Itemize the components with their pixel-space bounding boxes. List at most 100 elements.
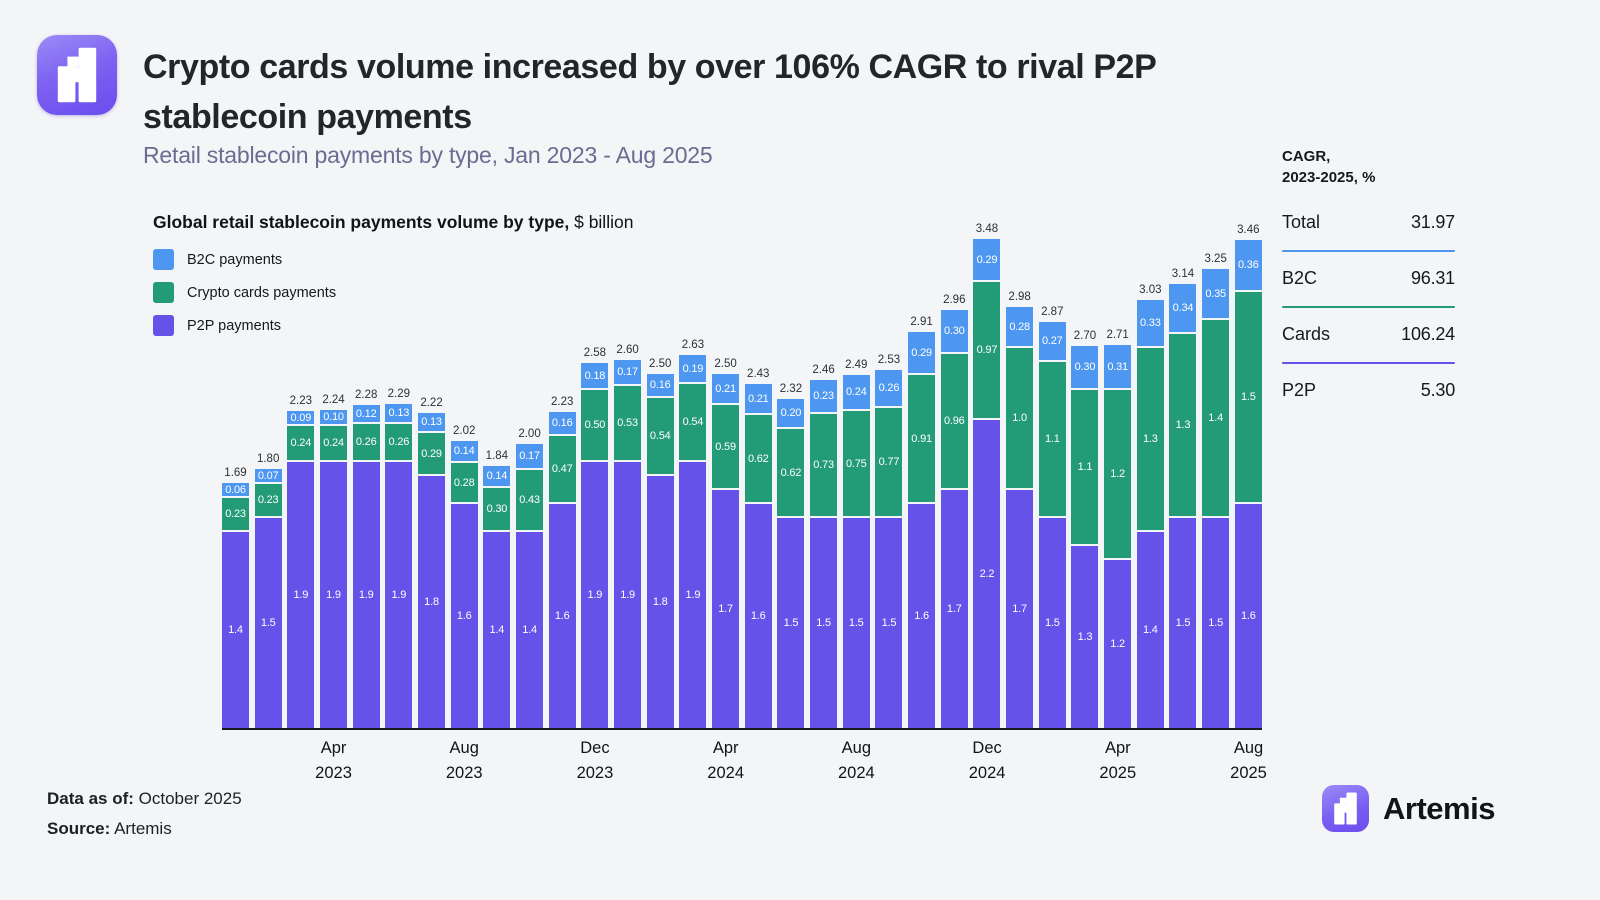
segment-value-label: 0.23	[257, 494, 279, 506]
stacked-bar-sep-2023: 1.84 0.14 0.30 1.4	[483, 450, 511, 728]
legend-item-b2c: B2C payments	[153, 243, 336, 276]
stacked-bar-oct-2024: 2.91 0.29 0.91 1.6	[908, 316, 936, 728]
segment-value-label: 1.3	[1175, 419, 1191, 431]
segment-b2c: 0.29	[973, 239, 1001, 280]
bar-total-label: 2.49	[845, 359, 868, 371]
segment-b2c: 0.23	[810, 380, 838, 412]
segment-crypto: 0.23	[254, 484, 282, 516]
artemis-footer-logo-icon	[1322, 785, 1369, 832]
stacked-bar-jul-2023: 2.22 0.13 0.29 1.8	[418, 397, 446, 728]
bar-total-label: 2.58	[583, 347, 607, 359]
segment-crypto: 0.50	[581, 390, 609, 460]
segment-crypto: 1.4	[1202, 320, 1230, 516]
plot-area: 1.69 0.06 0.23 1.4 1.80 0.07 0.23 1.5 2.23 0.09 0.…	[222, 160, 1262, 728]
cagr-separator-cards	[1282, 306, 1455, 308]
segment-value-label: 1.2	[1110, 468, 1125, 480]
stacked-bar-sep-2024: 2.53 0.26 0.77 1.5	[875, 354, 903, 728]
segment-p2p: 1.5	[777, 518, 805, 728]
stacked-bar-may-2023: 2.28 0.12 0.26 1.9	[352, 389, 380, 728]
segment-value-label: 0.13	[421, 416, 442, 428]
segment-b2c: 0.13	[385, 404, 413, 422]
x-tick-aug-2024: Aug 2024	[838, 739, 875, 782]
segment-value-label: 1.4	[1208, 412, 1223, 424]
segment-crypto: 1.1	[1038, 362, 1066, 516]
segment-p2p: 1.8	[646, 476, 674, 728]
segment-b2c: 0.30	[940, 310, 968, 352]
segment-b2c: 0.31	[1104, 345, 1132, 388]
cagr-panel: CAGR, 2023-2025, % Total 31.97 B2C 96.31…	[1282, 146, 1455, 401]
segment-value-label: 0.10	[323, 411, 344, 423]
bar-total-label: 2.71	[1106, 329, 1129, 341]
segment-value-label: 0.75	[845, 457, 867, 470]
segment-p2p: 1.6	[908, 504, 936, 728]
segment-value-label: 0.31	[1107, 360, 1128, 373]
bar-total-label: 2.63	[681, 339, 705, 351]
stacked-bar-jun-2024: 2.32 0.20 0.62 1.5	[777, 383, 805, 728]
segment-value-label: 1.4	[489, 624, 505, 636]
x-tick-apr-2023: Apr 2023	[315, 739, 352, 782]
x-tick-aug-2025: Aug 2025	[1230, 739, 1267, 782]
stacked-bar-aug-2023: 2.02 0.14 0.28 1.6	[450, 425, 478, 728]
segment-value-label: 0.20	[780, 407, 802, 419]
segment-b2c: 0.16	[548, 412, 576, 434]
stacked-bar-jan-2024: 2.60 0.17 0.53 1.9	[614, 344, 642, 728]
stacked-bar-jun-2025: 3.14 0.34 1.3 1.5	[1169, 268, 1197, 728]
cagr-title-line1: CAGR,	[1282, 148, 1331, 165]
bar-total-label: 2.91	[910, 316, 933, 328]
segment-value-label: 1.1	[1077, 461, 1093, 473]
segment-value-label: 0.47	[551, 463, 573, 475]
stacked-bar-may-2025: 3.03 0.33 1.3 1.4	[1136, 284, 1164, 728]
x-tick-dec-2023: Dec 2023	[576, 739, 614, 782]
segment-value-label: 0.54	[649, 430, 671, 442]
segment-p2p: 1.5	[1169, 518, 1197, 728]
segment-value-label: 1.7	[718, 603, 733, 615]
stacked-bar-aug-2025: 3.46 0.36 1.5 1.6	[1234, 224, 1262, 728]
cagr-row-p2p: P2P 5.30	[1282, 380, 1455, 401]
segment-value-label: 1.9	[326, 589, 341, 601]
segment-value-label: 1.1	[1044, 433, 1060, 445]
chart-title-main: Global retail stablecoin payments volume…	[153, 212, 570, 232]
segment-value-label: 0.14	[486, 470, 508, 482]
segment-value-label: 1.3	[1077, 631, 1093, 643]
segment-value-label: 0.62	[780, 466, 802, 479]
segment-value-label: 1.9	[620, 589, 635, 601]
segment-value-label: 0.17	[519, 450, 540, 462]
stacked-bar-jan-2023: 1.69 0.06 0.23 1.4	[222, 467, 249, 728]
segment-crypto: 0.97	[973, 282, 1001, 418]
stacked-bar-jun-2023: 2.29 0.13 0.26 1.9	[385, 388, 413, 728]
segment-crypto: 1.2	[1104, 390, 1132, 558]
stacked-bar-aug-2024: 2.49 0.24 0.75 1.5	[842, 359, 870, 728]
segment-crypto: 0.47	[548, 436, 576, 502]
segment-p2p: 1.5	[1202, 518, 1230, 728]
bar-total-label: 2.24	[322, 394, 345, 406]
bar-total-label: 2.96	[943, 294, 966, 306]
segment-crypto: 0.23	[222, 498, 249, 530]
segment-value-label: 1.2	[1110, 638, 1125, 650]
segment-p2p: 1.3	[1071, 546, 1099, 728]
stacked-bar-feb-2024: 2.50 0.16 0.54 1.8	[646, 358, 674, 728]
segment-value-label: 0.29	[976, 253, 998, 266]
segment-value-label: 0.24	[845, 386, 867, 398]
segment-crypto: 0.77	[875, 408, 903, 516]
stacked-bar-jul-2025: 3.25 0.35 1.4 1.5	[1202, 253, 1230, 728]
bar-total-label: 2.22	[420, 397, 443, 409]
segment-value-label: 1.6	[914, 610, 929, 622]
p2p-swatch-icon	[153, 315, 174, 336]
x-tick-aug-2023: Aug 2023	[445, 739, 483, 782]
segment-value-label: 0.24	[290, 437, 312, 449]
segment-p2p: 1.9	[352, 462, 380, 728]
legend-item-cards: Crypto cards payments	[153, 276, 336, 309]
segment-b2c: 0.29	[908, 332, 936, 373]
segment-value-label: 1.6	[750, 610, 766, 622]
segment-value-label: 1.9	[391, 589, 407, 601]
segment-b2c: 0.10	[320, 410, 348, 424]
segment-value-label: 0.26	[355, 436, 377, 448]
chart-title: Global retail stablecoin payments volume…	[153, 212, 633, 233]
bar-total-label: 3.46	[1237, 224, 1260, 236]
segment-b2c: 0.13	[418, 413, 446, 431]
segment-value-label: 0.26	[388, 436, 410, 448]
segment-p2p: 1.9	[385, 462, 413, 728]
cagr-row-total: Total 31.97	[1282, 212, 1455, 233]
segment-value-label: 0.96	[943, 415, 965, 427]
segment-p2p: 1.9	[679, 462, 707, 728]
